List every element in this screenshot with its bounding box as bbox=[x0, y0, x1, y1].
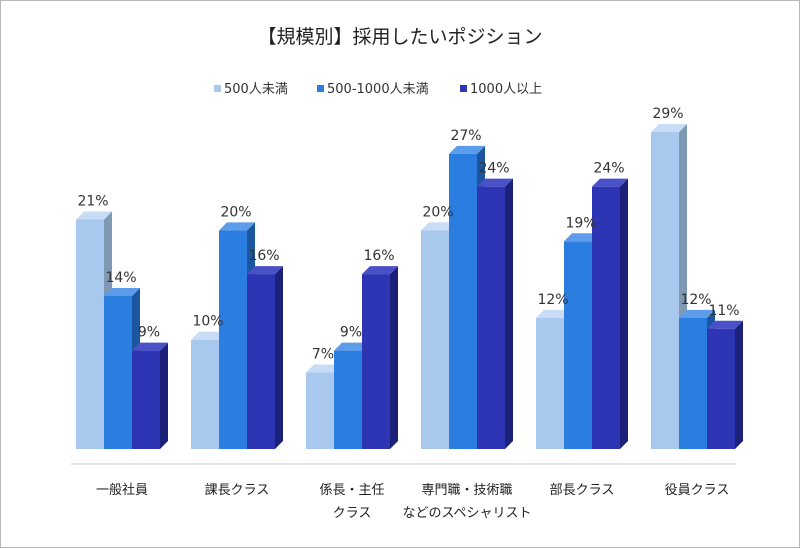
bar-3-3 bbox=[362, 266, 398, 449]
data-label-6-3: 11% bbox=[708, 303, 739, 319]
bar-side-3-3 bbox=[390, 266, 398, 449]
data-label-5-1: 12% bbox=[537, 292, 568, 308]
data-label-1-2: 14% bbox=[105, 270, 136, 286]
bars bbox=[76, 124, 743, 450]
bar-side-6-3 bbox=[735, 320, 743, 449]
bar-front-4-3 bbox=[477, 186, 505, 450]
data-label-3-1: 7% bbox=[312, 346, 334, 362]
bar-front-4-1 bbox=[421, 230, 449, 449]
bar-front-5-3 bbox=[592, 186, 620, 450]
bar-front-2-1 bbox=[191, 339, 219, 449]
bar-front-6-3 bbox=[707, 328, 735, 449]
data-label-2-3: 16% bbox=[248, 248, 279, 264]
bar-6-3 bbox=[707, 320, 743, 449]
bar-4-3 bbox=[477, 178, 513, 450]
data-label-3-2: 9% bbox=[340, 325, 362, 341]
category-label-1: 一般社員 bbox=[96, 482, 148, 498]
data-label-5-3: 24% bbox=[593, 161, 624, 177]
category-label-3-line-2: クラス bbox=[333, 506, 372, 521]
bar-top-6-2 bbox=[679, 309, 715, 318]
bar-front-3-1 bbox=[306, 372, 334, 449]
data-label-1-3: 9% bbox=[138, 325, 160, 341]
bar-top-1-1 bbox=[76, 211, 112, 220]
data-labels: 21% 14% 9% 10% 20% 16% 7% 9% 16% 20% 27% 24% 12% 19% 2… bbox=[77, 106, 739, 362]
bar-front-3-3 bbox=[362, 274, 390, 449]
bar-front-4-2 bbox=[449, 153, 477, 450]
legend-label-2: 500-1000人未満 bbox=[327, 82, 429, 97]
bar-side-1-3 bbox=[160, 342, 168, 449]
bar-side-2-3 bbox=[275, 266, 283, 449]
bar-top-2-3 bbox=[247, 266, 283, 275]
chart-title: 【規模別】採用したいポジション bbox=[257, 26, 542, 48]
data-label-3-3: 16% bbox=[363, 248, 394, 264]
bar-top-6-1 bbox=[651, 124, 687, 132]
bar-top-4-1 bbox=[421, 222, 457, 231]
bar-6-1 bbox=[651, 124, 687, 449]
legend: 500人未満 500-1000人未満 1000人以上 bbox=[214, 82, 542, 97]
data-label-4-2: 27% bbox=[450, 128, 481, 144]
bar-front-1-2 bbox=[104, 295, 132, 449]
category-label-6: 役員クラス bbox=[665, 483, 730, 498]
bar-2-3 bbox=[247, 266, 283, 449]
bar-5-3 bbox=[592, 178, 628, 450]
bar-front-2-3 bbox=[247, 274, 275, 449]
bar-top-2-1 bbox=[191, 331, 227, 340]
legend-label-1: 500人未満 bbox=[224, 82, 288, 97]
bar-top-5-2 bbox=[564, 233, 600, 242]
category-label-2: 課長クラス bbox=[205, 482, 270, 498]
bar-top-4-2 bbox=[449, 145, 485, 154]
category-label-4-line-2: などのスペシャリスト bbox=[402, 506, 531, 521]
bar-top-6-3 bbox=[707, 320, 743, 329]
bar-front-6-2 bbox=[679, 317, 707, 449]
legend-swatch-3 bbox=[460, 85, 467, 92]
bar-top-1-3 bbox=[132, 342, 168, 351]
bar-top-1-2 bbox=[104, 287, 140, 296]
bar-front-2-2 bbox=[219, 230, 247, 449]
bar-top-2-2 bbox=[219, 222, 255, 231]
bar-front-1-3 bbox=[132, 350, 160, 449]
category-label-5: 部長クラス bbox=[550, 483, 615, 498]
bar-front-5-1 bbox=[536, 317, 564, 449]
bar-front-3-2 bbox=[334, 350, 362, 449]
bar-top-3-2 bbox=[334, 342, 370, 351]
bar-top-5-3 bbox=[592, 178, 628, 187]
data-label-5-2: 19% bbox=[565, 215, 596, 231]
bar-front-1-1 bbox=[76, 219, 104, 449]
bar-side-5-3 bbox=[620, 178, 628, 450]
data-label-4-3: 24% bbox=[478, 161, 509, 177]
bar-top-3-1 bbox=[306, 364, 342, 373]
category-label-4-line-1: 専門職・技術職 bbox=[421, 483, 512, 498]
data-label-4-1: 20% bbox=[422, 204, 453, 220]
bar-front-6-1 bbox=[651, 132, 679, 449]
legend-swatch-1 bbox=[214, 85, 221, 92]
bar-1-3 bbox=[132, 342, 168, 449]
data-label-1-1: 21% bbox=[77, 193, 108, 209]
bar-side-4-3 bbox=[505, 178, 513, 450]
bar-front-5-2 bbox=[564, 241, 592, 449]
bar-top-5-1 bbox=[536, 309, 572, 318]
bar-top-3-3 bbox=[362, 266, 398, 275]
category-label-3-line-1: 係長・主任 bbox=[319, 483, 384, 498]
legend-label-3: 1000人以上 bbox=[470, 82, 542, 97]
bar-top-4-3 bbox=[477, 178, 513, 187]
data-label-6-2: 12% bbox=[680, 292, 711, 308]
data-label-6-1: 29% bbox=[652, 106, 683, 122]
legend-swatch-2 bbox=[317, 85, 324, 92]
data-label-2-1: 10% bbox=[192, 314, 223, 330]
data-label-2-2: 20% bbox=[220, 204, 251, 220]
